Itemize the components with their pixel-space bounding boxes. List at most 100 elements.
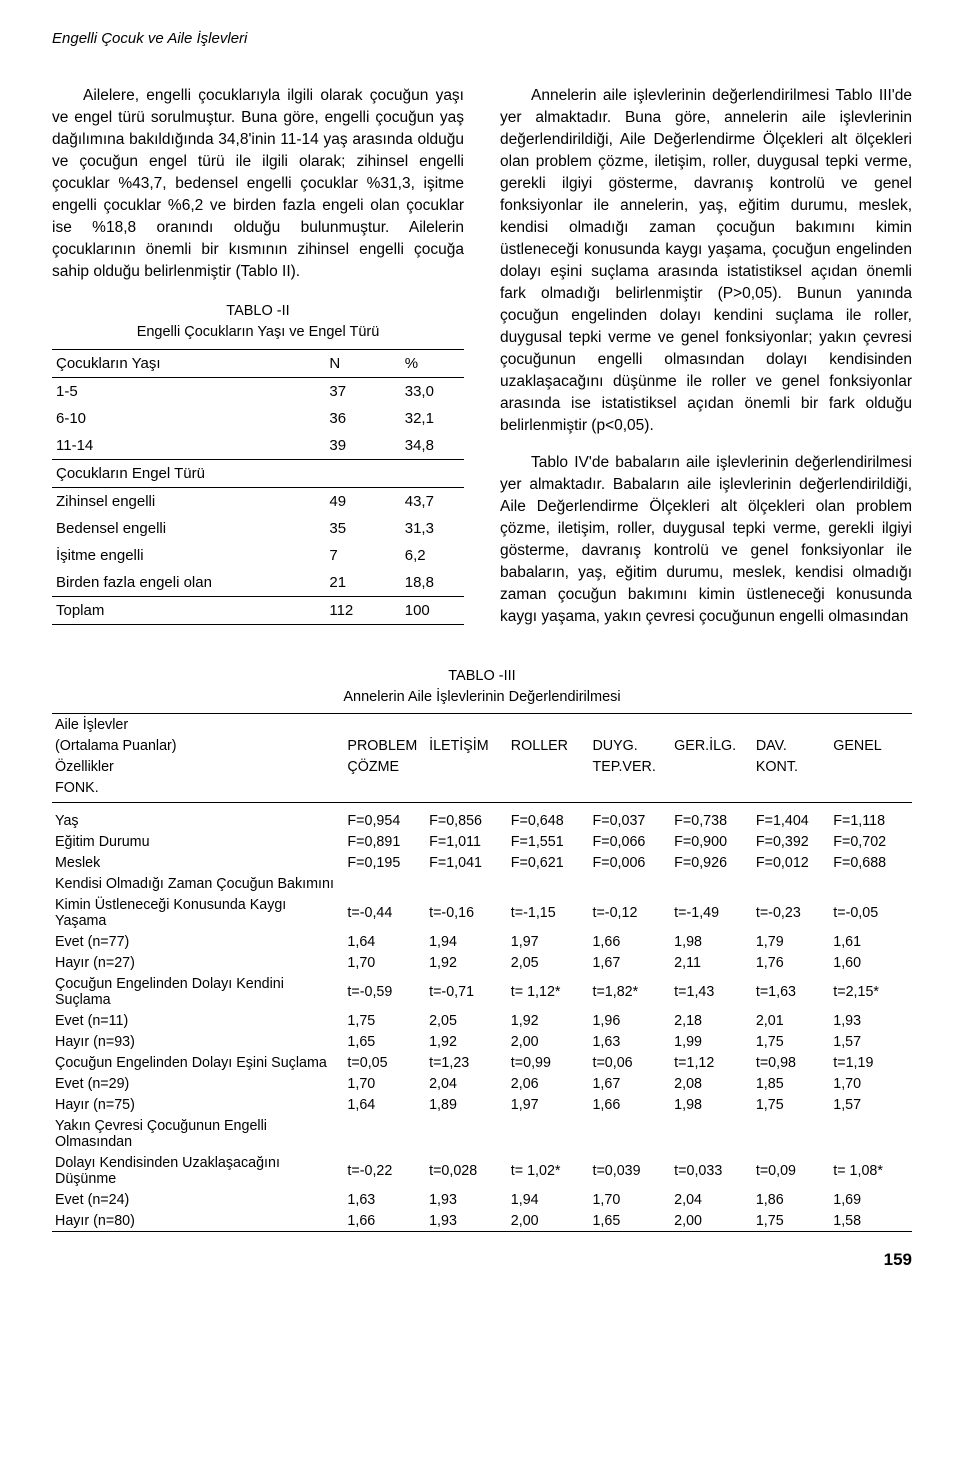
t3-cell: 1,93: [426, 1210, 508, 1232]
t3-cell: 1,75: [344, 1010, 426, 1031]
left-column: Ailelere, engelli çocuklarıyla ilgili ol…: [52, 69, 464, 644]
table3: Aile İşlevler (Ortalama Puanlar) PROBLEM…: [52, 713, 912, 1232]
t3-hdr-c6: GENEL: [830, 735, 912, 756]
t3-cell: t= 1,08*: [830, 1152, 912, 1189]
t3-cell: F=0,702: [830, 831, 912, 852]
t3-cell: [753, 873, 830, 894]
t3-cell: t=0,05: [344, 1052, 426, 1073]
t3-row-label: Kendisi Olmadığı Zaman Çocuğun Bakımını: [52, 873, 344, 894]
t3-cell: 1,96: [589, 1010, 671, 1031]
t3-cell: t=-0,05: [830, 894, 912, 931]
t3-cell: 2,04: [426, 1073, 508, 1094]
t3-cell: 2,11: [671, 952, 753, 973]
t3-cell: 1,67: [589, 1073, 671, 1094]
t3-cell: 1,66: [344, 1210, 426, 1232]
t3-cell: 2,00: [508, 1210, 590, 1232]
t3-hdr-m0: ÇÖZME: [344, 756, 426, 777]
t3-cell: t=-0,44: [344, 894, 426, 931]
t2-age-2-pct: 34,8: [387, 432, 464, 460]
table2-title-line1: TABLO -II: [226, 303, 289, 319]
t3-cell: F=0,900: [671, 831, 753, 852]
t2-h-age: Çocukların Yaşı: [52, 350, 299, 378]
t3-cell: t=-0,59: [344, 973, 426, 1010]
t3-cell: 1,92: [426, 1031, 508, 1052]
t3-hdr-r4: FONK.: [52, 777, 344, 802]
t2-total-label: Toplam: [52, 597, 299, 625]
t3-hdr-m4: [671, 756, 753, 777]
t2-type-header: Çocukların Engel Türü: [52, 460, 464, 488]
t2-type-0-n: 49: [299, 488, 386, 515]
t2-type-3-n: 21: [299, 569, 386, 597]
t2-age-0-n: 37: [299, 378, 386, 405]
t3-cell: F=0,621: [508, 852, 590, 873]
t3-cell: t=2,15*: [830, 973, 912, 1010]
t3-cell: F=1,404: [753, 802, 830, 831]
t2-age-1-pct: 32,1: [387, 405, 464, 432]
t2-type-3-label: Birden fazla engeli olan: [52, 569, 299, 597]
t3-cell: 1,76: [753, 952, 830, 973]
t3-cell: [589, 873, 671, 894]
t3-cell: [671, 873, 753, 894]
t3-cell: t=0,09: [753, 1152, 830, 1189]
t2-type-1-label: Bedensel engelli: [52, 515, 299, 542]
t3-cell: F=0,648: [508, 802, 590, 831]
t3-cell: [426, 873, 508, 894]
t3-row-label: Hayır (n=75): [52, 1094, 344, 1115]
t3-cell: F=0,856: [426, 802, 508, 831]
t3-cell: t=0,06: [589, 1052, 671, 1073]
t3-cell: t=-0,12: [589, 894, 671, 931]
t2-type-2-pct: 6,2: [387, 542, 464, 569]
t3-cell: 2,05: [508, 952, 590, 973]
t3-hdr-c5: DAV.: [753, 735, 830, 756]
t3-cell: 1,64: [344, 1094, 426, 1115]
t3-cell: t= 1,12*: [508, 973, 590, 1010]
t3-row-label: Evet (n=24): [52, 1189, 344, 1210]
right-para-2: Tablo IV'de babaların aile işlevlerinin …: [500, 452, 912, 628]
t3-hdr-m5: KONT.: [753, 756, 830, 777]
t3-cell: 2,04: [671, 1189, 753, 1210]
t3-cell: t=1,23: [426, 1052, 508, 1073]
t2-type-0-label: Zihinsel engelli: [52, 488, 299, 515]
t3-cell: 1,63: [344, 1189, 426, 1210]
t3-cell: 1,86: [753, 1189, 830, 1210]
t3-cell: 1,79: [753, 931, 830, 952]
t3-cell: F=0,688: [830, 852, 912, 873]
t3-cell: t=0,98: [753, 1052, 830, 1073]
t3-cell: 1,97: [508, 931, 590, 952]
t3-cell: t=-0,22: [344, 1152, 426, 1189]
t3-cell: [508, 873, 590, 894]
t3-row-label: Çocuğun Engelinden Dolayı Kendini Suçlam…: [52, 973, 344, 1010]
t3-cell: [344, 1115, 426, 1152]
t3-cell: 1,70: [344, 952, 426, 973]
t2-type-1-pct: 31,3: [387, 515, 464, 542]
t3-cell: 2,05: [426, 1010, 508, 1031]
t3-cell: 1,70: [344, 1073, 426, 1094]
t3-cell: F=0,006: [589, 852, 671, 873]
t3-cell: [830, 1115, 912, 1152]
t3-cell: 1,61: [830, 931, 912, 952]
t3-cell: F=0,891: [344, 831, 426, 852]
t3-cell: 1,70: [589, 1189, 671, 1210]
t3-cell: t=-1,49: [671, 894, 753, 931]
t3-cell: 1,98: [671, 931, 753, 952]
t3-cell: [753, 1115, 830, 1152]
t3-cell: 1,97: [508, 1094, 590, 1115]
t3-cell: t= 1,02*: [508, 1152, 590, 1189]
t3-cell: 1,60: [830, 952, 912, 973]
table2-title: TABLO -II Engelli Çocukların Yaşı ve Eng…: [52, 301, 464, 343]
t3-cell: [426, 1115, 508, 1152]
t2-type-2-label: İşitme engelli: [52, 542, 299, 569]
t3-row-label: Yakın Çevresi Çocuğunun Engelli Olmasınd…: [52, 1115, 344, 1152]
t2-age-2-label: 11-14: [52, 432, 299, 460]
t3-cell: F=1,118: [830, 802, 912, 831]
table3-title-line1: TABLO -III: [448, 668, 515, 684]
t3-cell: F=0,066: [589, 831, 671, 852]
t3-hdr-c4: GER.İLG.: [671, 735, 753, 756]
t3-cell: 1,92: [508, 1010, 590, 1031]
t3-hdr-m6: [830, 756, 912, 777]
t3-cell: [671, 1115, 753, 1152]
t3-cell: t=-0,71: [426, 973, 508, 1010]
t3-cell: F=0,954: [344, 802, 426, 831]
t3-cell: 1,65: [589, 1210, 671, 1232]
t3-cell: 1,69: [830, 1189, 912, 1210]
